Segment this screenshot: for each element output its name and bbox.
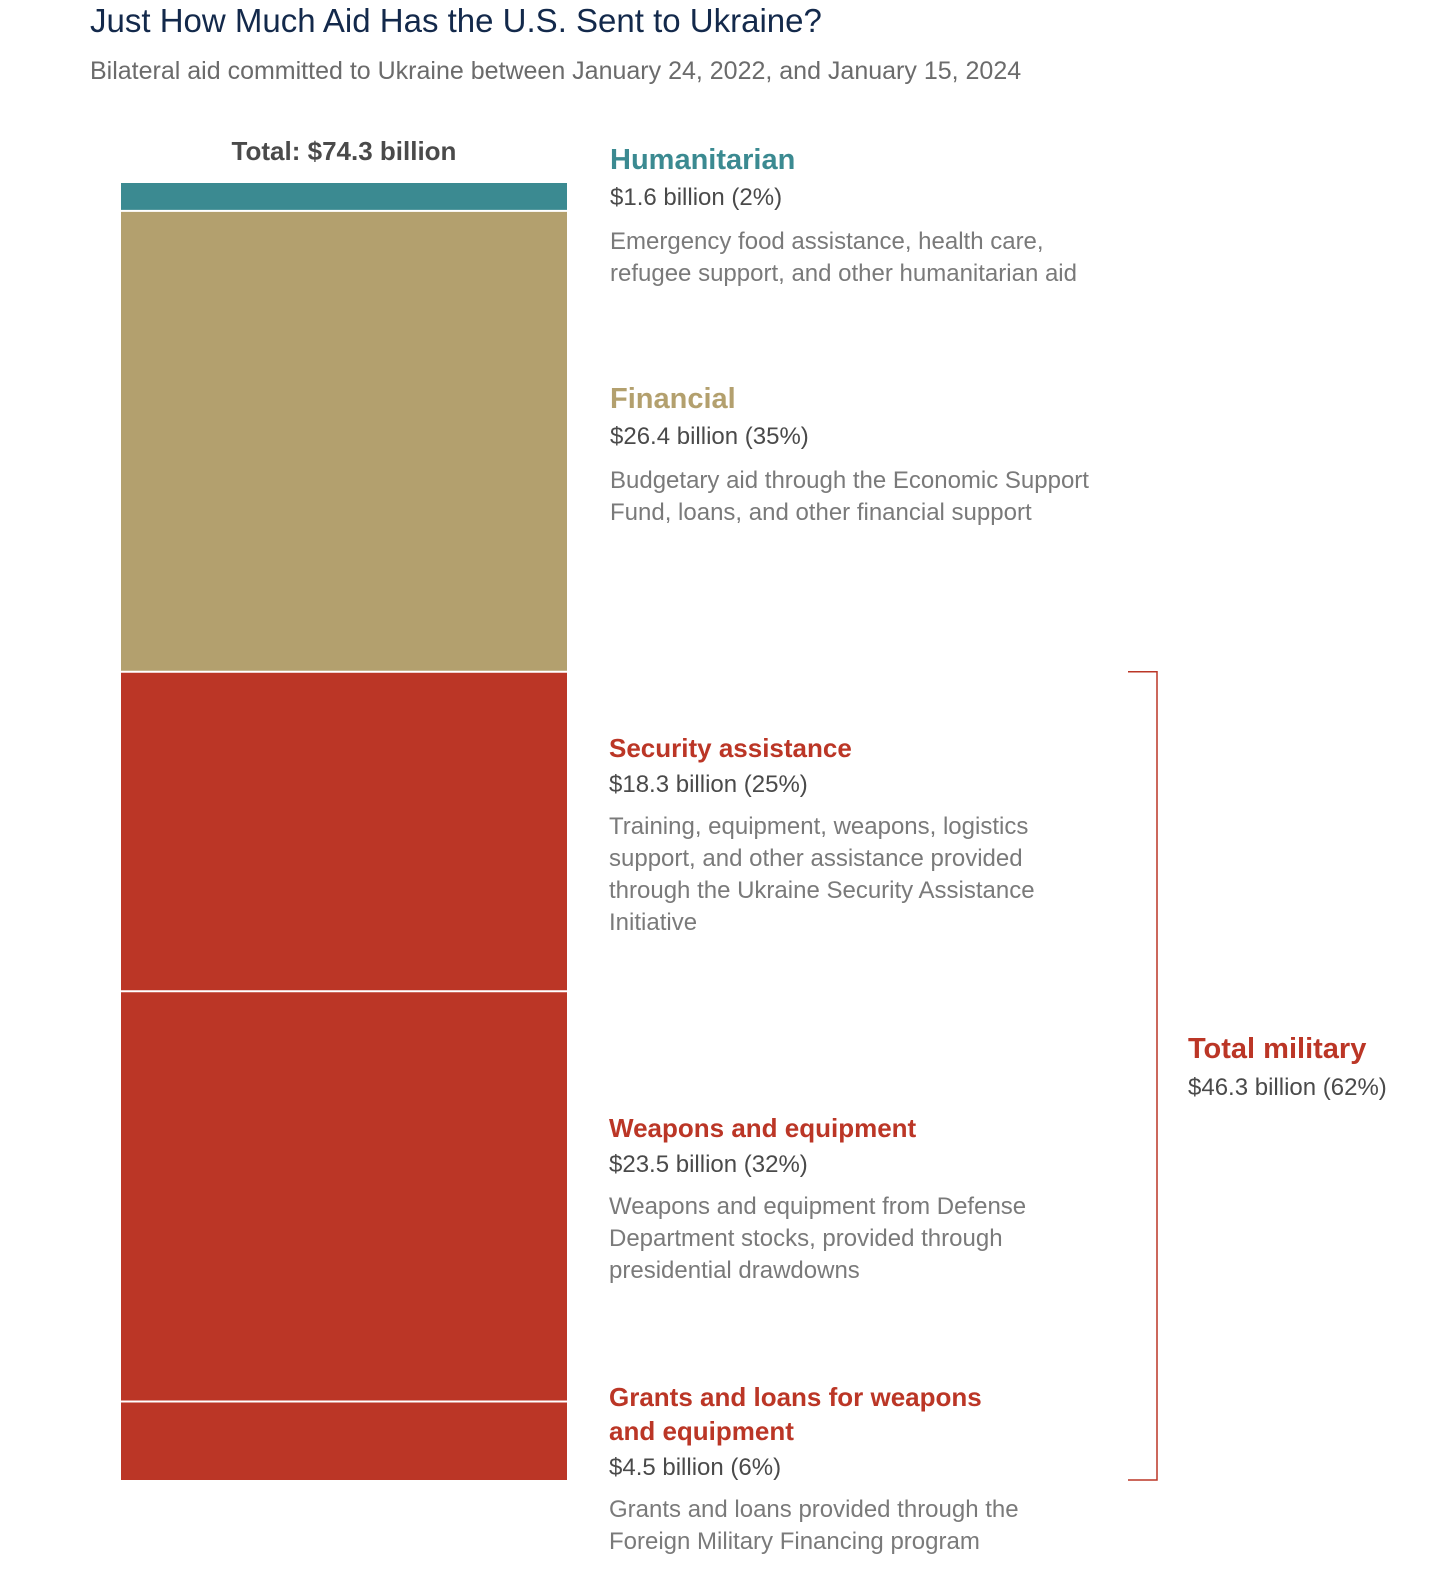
security-assistance-label: Security assistance $18.3 billion (25%) … xyxy=(609,731,1169,939)
bar-segment-humanitarian xyxy=(121,183,567,211)
security-assistance-value: $18.3 billion (25%) xyxy=(609,771,808,798)
bar-segment-security-assistance xyxy=(121,671,567,992)
humanitarian-label: Humanitarian $1.6 billion (2%) Emergency… xyxy=(610,143,1170,290)
humanitarian-name: Humanitarian xyxy=(610,144,796,176)
grants-loans-description: Grants and loans provided through the Fo… xyxy=(609,1496,1019,1555)
bar-segment-weapons-equipment xyxy=(121,991,567,1402)
total-military-label: Total military $46.3 billion (62%) xyxy=(1188,1033,1387,1102)
bar-segment-grants-loans xyxy=(121,1401,567,1480)
financial-value: $26.4 billion (35%) xyxy=(610,422,809,450)
total-label: Total: $74.3 billion xyxy=(231,136,457,166)
bar-segment-financial xyxy=(121,210,567,672)
chart-title: Just How Much Aid Has the U.S. Sent to U… xyxy=(90,2,822,39)
financial-label: Financial $26.4 billion (35%) Budgetary … xyxy=(610,382,1170,529)
grants-loans-name: Grants and loans for weapons and equipme… xyxy=(609,1382,982,1446)
financial-description: Budgetary aid through the Economic Suppo… xyxy=(610,466,1089,526)
humanitarian-description: Emergency food assistance, health care, … xyxy=(610,227,1077,287)
financial-name: Financial xyxy=(610,383,736,415)
grants-loans-value: $4.5 billion (6%) xyxy=(609,1454,782,1481)
weapons-equipment-name: Weapons and equipment xyxy=(609,1113,917,1143)
security-assistance-name: Security assistance xyxy=(609,733,852,763)
chart-subtitle: Bilateral aid committed to Ukraine betwe… xyxy=(90,57,1022,85)
grants-loans-label: Grants and loans for weapons and equipme… xyxy=(609,1380,1169,1558)
weapons-equipment-description: Weapons and equipment from Defense Depar… xyxy=(609,1193,1027,1284)
total-military-name: Total military xyxy=(1188,1033,1367,1065)
security-assistance-description: Training, equipment, weapons, logistics … xyxy=(609,813,1035,936)
humanitarian-value: $1.6 billion (2%) xyxy=(610,183,783,211)
military-bracket xyxy=(1128,671,1158,1481)
weapons-equipment-label: Weapons and equipment $23.5 billion (32%… xyxy=(609,1111,1169,1287)
weapons-equipment-value: $23.5 billion (32%) xyxy=(609,1151,808,1178)
total-military-value: $46.3 billion (62%) xyxy=(1188,1074,1387,1101)
